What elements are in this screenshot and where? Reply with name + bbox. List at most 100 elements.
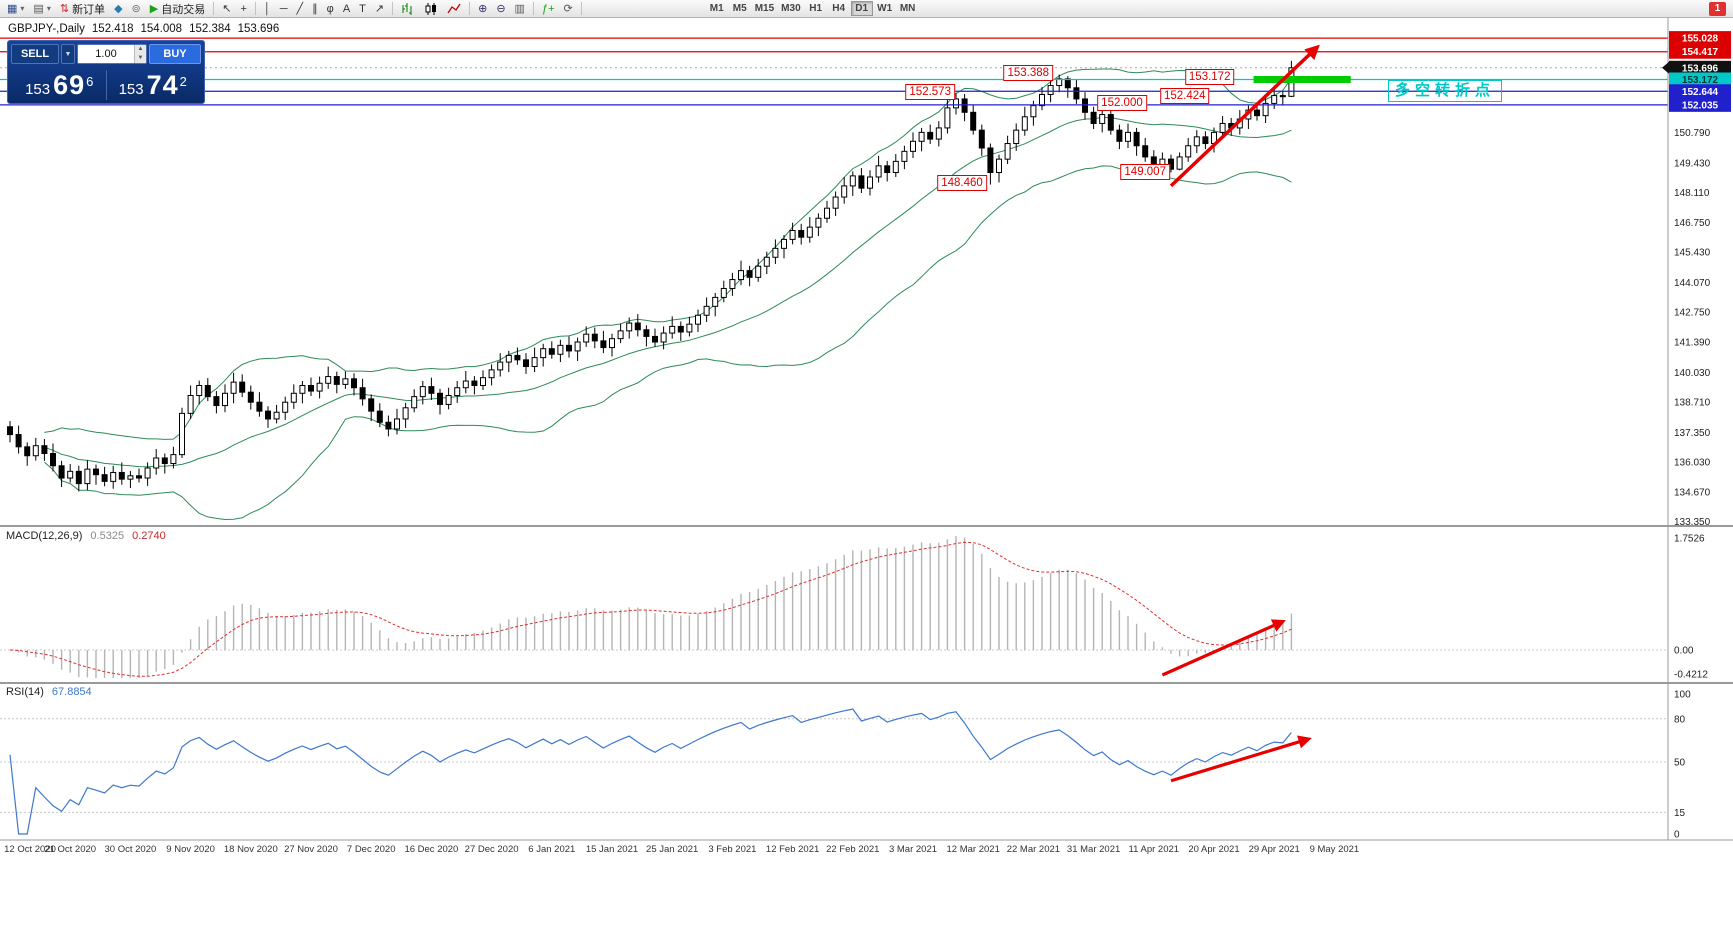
profiles-caret-icon: ▾ bbox=[46, 4, 51, 13]
zoom-out-button[interactable]: ⊖ bbox=[492, 1, 509, 17]
chart-symbol: GBPJPY-,Daily bbox=[8, 23, 85, 35]
bollinger-middle-band bbox=[44, 116, 1292, 468]
volume-field: ▲ ▼ bbox=[77, 44, 147, 64]
period-button[interactable]: ⟳ bbox=[560, 1, 577, 17]
sell-options-caret[interactable]: ▼ bbox=[61, 44, 75, 64]
trendline-button[interactable]: ╱ bbox=[293, 1, 308, 17]
toolbar-separator bbox=[532, 2, 534, 15]
price-chip-value: 155.028 bbox=[1682, 34, 1719, 45]
trend-arrow-main[interactable] bbox=[1169, 44, 1320, 188]
turning-point-label[interactable]: 多空转折点 bbox=[1388, 80, 1503, 102]
chart-bars-button[interactable] bbox=[397, 1, 419, 17]
buy-price-pips: 74 bbox=[146, 70, 179, 100]
indicators-button[interactable]: ƒ+ bbox=[538, 1, 559, 17]
tile-windows-icon: ▥ bbox=[514, 2, 525, 15]
date-label: 25 Jan 2021 bbox=[646, 844, 698, 855]
label-button[interactable]: T bbox=[355, 1, 370, 17]
chart-line-button[interactable] bbox=[443, 1, 465, 17]
macd-panel[interactable]: 1.7526 0.00 -0.4212 bbox=[0, 534, 1708, 681]
date-label: 27 Nov 2020 bbox=[284, 844, 338, 855]
volume-input[interactable] bbox=[78, 45, 134, 63]
sell-price-pips: 69 bbox=[53, 70, 86, 100]
price-chip bbox=[1669, 84, 1731, 99]
chart-canvas[interactable]: 150.790 149.430 148.110 146.750 145.430 144.0… bbox=[0, 18, 1733, 858]
trendline-icon: ╱ bbox=[296, 2, 304, 15]
trend-arrow-rsi[interactable] bbox=[1170, 735, 1312, 783]
chart-high: 154.008 bbox=[140, 23, 183, 35]
market-button[interactable]: ⊚ bbox=[128, 1, 145, 17]
vertical-line-button[interactable]: │ bbox=[260, 1, 275, 17]
date-label: 16 Dec 2020 bbox=[404, 844, 458, 855]
trend-arrow-macd[interactable] bbox=[1161, 619, 1286, 677]
timeframe-d1-button[interactable]: D1 bbox=[850, 1, 873, 16]
date-label: 18 Nov 2020 bbox=[224, 844, 278, 855]
price-axis[interactable]: 150.790 149.430 148.110 146.750 145.430 144.0… bbox=[1662, 18, 1731, 840]
sell-price[interactable]: 153 69 6 bbox=[13, 72, 106, 100]
timeframe-m15-button[interactable]: M15 bbox=[752, 1, 777, 16]
horizontal-line-button[interactable]: ─ bbox=[276, 1, 292, 17]
price-chip-value: 153.172 bbox=[1682, 75, 1719, 86]
auto-trading-button[interactable]: ▶ 自动交易 bbox=[146, 1, 209, 17]
new-order-button[interactable]: ⇅ 新订单 bbox=[56, 1, 109, 17]
cursor-button[interactable]: ↖ bbox=[218, 1, 235, 17]
crosshair-button[interactable]: + bbox=[236, 1, 250, 17]
price-annotation[interactable]: 152.000 bbox=[1097, 94, 1147, 111]
volume-up-button[interactable]: ▲ bbox=[135, 45, 146, 54]
timeframe-h1-button[interactable]: H1 bbox=[805, 1, 827, 16]
horizontal-line-icon: ─ bbox=[279, 2, 288, 15]
text-icon: A bbox=[342, 2, 351, 15]
rsi-axis-label: 80 bbox=[1674, 714, 1686, 725]
new-chart-icon: ▦ bbox=[7, 2, 18, 15]
price-chip-value: 152.644 bbox=[1682, 87, 1719, 98]
price-annotation[interactable]: 148.460 bbox=[937, 175, 987, 191]
text-button[interactable]: A bbox=[339, 1, 354, 17]
new-chart-button[interactable]: ▦ ▾ bbox=[3, 1, 28, 17]
rsi-axis-label: 100 bbox=[1674, 690, 1691, 701]
price-annotation[interactable]: 152.424 bbox=[1159, 88, 1210, 105]
sell-price-fraction: 6 bbox=[86, 74, 94, 89]
main-price-chart[interactable] bbox=[0, 37, 1668, 521]
period-icon: ⟳ bbox=[563, 2, 573, 15]
date-label: 7 Dec 2020 bbox=[347, 844, 396, 855]
price-annotation[interactable]: 149.007 bbox=[1120, 163, 1170, 180]
channel-button[interactable]: ∥ bbox=[308, 1, 322, 17]
zoom-in-button[interactable]: ⊕ bbox=[474, 1, 491, 17]
alert-badge[interactable]: 1 bbox=[1709, 1, 1726, 16]
chart-candles-button[interactable] bbox=[420, 1, 442, 17]
timeframe-mn-button[interactable]: MN bbox=[897, 1, 919, 16]
buy-price[interactable]: 153 74 2 bbox=[107, 72, 200, 100]
chart-title: GBPJPY-,Daily 152.418 154.008 152.384 153.69… bbox=[8, 23, 286, 35]
price-tick: 136.030 bbox=[1674, 457, 1711, 468]
chart-low: 152.384 bbox=[189, 23, 231, 35]
candles-layer[interactable] bbox=[7, 60, 1295, 492]
volume-down-button[interactable]: ▼ bbox=[135, 54, 146, 63]
sell-price-base: 153 bbox=[25, 81, 51, 98]
price-annotation[interactable]: 153.388 bbox=[1003, 65, 1054, 82]
rsi-panel[interactable]: 100 80 50 15 0 bbox=[0, 690, 1691, 841]
date-label: 6 Jan 2021 bbox=[528, 844, 575, 855]
timeframe-w1-button[interactable]: W1 bbox=[874, 1, 896, 16]
timeframe-m1-button[interactable]: M1 bbox=[706, 1, 728, 16]
arrows-button[interactable]: ↗ bbox=[371, 1, 388, 17]
macd-axis-label: 0.00 bbox=[1674, 646, 1694, 657]
buy-button[interactable]: BUY bbox=[149, 44, 201, 64]
fibonacci-button[interactable]: φ bbox=[323, 1, 338, 17]
profiles-icon: ▤ bbox=[33, 2, 44, 15]
timeframe-m5-button[interactable]: M5 bbox=[729, 1, 751, 16]
chevron-down-icon: ▼ bbox=[64, 50, 72, 58]
timeframe-m30-button[interactable]: M30 bbox=[778, 1, 803, 16]
date-label: 31 Mar 2021 bbox=[1067, 844, 1120, 855]
price-annotation[interactable]: 153.172 bbox=[1184, 69, 1235, 86]
sell-button[interactable]: SELL bbox=[11, 44, 59, 64]
tile-windows-button[interactable]: ▥ bbox=[511, 1, 529, 17]
signals-button[interactable]: ◆ bbox=[110, 1, 126, 17]
chart-window[interactable]: 150.790 149.430 148.110 146.750 145.430 144.0… bbox=[0, 18, 1733, 858]
date-label: 22 Feb 2021 bbox=[826, 844, 879, 855]
chart-close: 153.696 bbox=[237, 23, 280, 35]
arrows-icon: ↗ bbox=[374, 2, 385, 15]
price-annotation[interactable]: 152.573 bbox=[905, 84, 955, 101]
timeframe-h4-button[interactable]: H4 bbox=[828, 1, 850, 16]
date-label: 29 Apr 2021 bbox=[1249, 844, 1300, 855]
profiles-button[interactable]: ▤ ▾ bbox=[29, 1, 54, 17]
